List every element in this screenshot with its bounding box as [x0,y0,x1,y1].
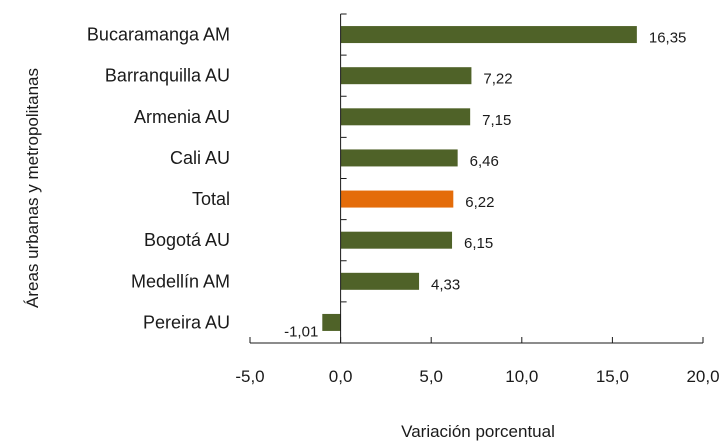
data-label: -1,01 [284,323,318,340]
bars-group [322,26,637,331]
data-label: 16,35 [649,30,687,47]
category-label: Medellín AM [131,271,230,291]
category-label: Armenia AU [134,107,230,127]
x-axis-title: Variación porcentual [401,422,555,441]
data-label: 6,15 [464,235,493,252]
x-tick-label: 5,0 [419,367,443,386]
bar-1 [340,67,472,85]
bar-0 [340,26,637,44]
y-axis-title: Áreas urbanas y metropolitanas [23,68,42,308]
bar-7 [322,313,341,331]
labels-group: Bucaramanga AM 16,35 Barranquilla AU 7,22 Ar… [87,25,720,386]
x-tick-label: -5,0 [235,367,264,386]
category-label: Bucaramanga AM [87,25,230,45]
axes-group [249,13,704,344]
data-label: 4,33 [431,276,460,293]
bar-4 [340,190,454,208]
category-label: Barranquilla AU [105,66,230,86]
x-tick-label: 10,0 [505,367,538,386]
category-label: Cali AU [170,148,230,168]
data-label: 7,15 [482,112,511,129]
data-label: 6,22 [465,194,494,211]
data-label: 7,22 [483,71,512,88]
category-label: Total [192,189,230,209]
category-label: Bogotá AU [144,230,230,250]
bar-5 [340,231,453,249]
x-tick-label: 20,0 [686,367,719,386]
bar-2 [340,108,471,126]
x-tick-label: 15,0 [596,367,629,386]
category-label: Pereira AU [143,312,230,332]
bar-3 [340,149,458,167]
x-tick-label: 0,0 [329,367,353,386]
bar-6 [340,272,420,290]
data-label: 6,46 [470,153,499,170]
